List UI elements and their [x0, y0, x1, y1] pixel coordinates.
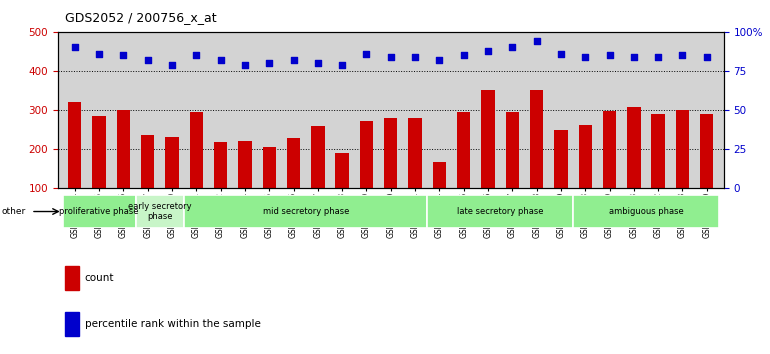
Text: other: other [2, 207, 25, 216]
Point [385, 54, 397, 59]
Text: ambiguous phase: ambiguous phase [608, 207, 684, 216]
Point [166, 62, 178, 67]
Point [263, 60, 276, 66]
Point [457, 52, 470, 58]
Point [287, 57, 300, 63]
Text: early secretory
phase: early secretory phase [128, 202, 192, 221]
Bar [433, 162, 446, 227]
Bar [530, 90, 544, 227]
Point [628, 54, 640, 59]
Bar [384, 118, 397, 227]
FancyBboxPatch shape [427, 195, 573, 228]
Point [604, 52, 616, 58]
FancyBboxPatch shape [573, 195, 719, 228]
Bar [238, 141, 252, 227]
Bar [263, 147, 276, 227]
Text: count: count [85, 273, 114, 283]
Bar [360, 121, 373, 227]
Bar [457, 112, 470, 227]
Text: percentile rank within the sample: percentile rank within the sample [85, 319, 260, 329]
Bar [506, 112, 519, 227]
Point [409, 54, 421, 59]
Bar [408, 118, 422, 227]
Bar [603, 110, 616, 227]
FancyBboxPatch shape [136, 195, 184, 228]
Point [117, 52, 129, 58]
Bar [287, 138, 300, 227]
Point [554, 51, 567, 57]
Bar [578, 125, 592, 227]
FancyBboxPatch shape [184, 195, 427, 228]
Bar [651, 114, 665, 227]
Bar [214, 142, 227, 227]
Point [239, 62, 251, 67]
Point [69, 45, 81, 50]
Point [652, 54, 665, 59]
Text: mid secretory phase: mid secretory phase [263, 207, 349, 216]
Point [506, 45, 518, 50]
Bar [141, 135, 154, 227]
Bar [92, 115, 105, 227]
Point [579, 54, 591, 59]
Point [215, 57, 227, 63]
Text: proliferative phase: proliferative phase [59, 207, 139, 216]
Text: GDS2052 / 200756_x_at: GDS2052 / 200756_x_at [65, 11, 217, 24]
Bar [676, 110, 689, 227]
Point [434, 57, 446, 63]
Point [93, 51, 105, 57]
Point [190, 52, 203, 58]
Point [676, 52, 688, 58]
Bar [68, 102, 82, 227]
Bar [166, 137, 179, 227]
Point [531, 38, 543, 44]
Text: late secretory phase: late secretory phase [457, 207, 544, 216]
Point [142, 57, 154, 63]
Bar [481, 90, 494, 227]
FancyBboxPatch shape [62, 195, 136, 228]
Bar [628, 107, 641, 227]
Point [482, 48, 494, 53]
Bar [554, 130, 567, 227]
Bar [117, 110, 130, 227]
Point [312, 60, 324, 66]
Bar [336, 153, 349, 227]
Bar [700, 114, 714, 227]
Point [360, 51, 373, 57]
Point [701, 54, 713, 59]
Bar [189, 112, 203, 227]
Point [336, 62, 348, 67]
Bar [311, 126, 324, 227]
